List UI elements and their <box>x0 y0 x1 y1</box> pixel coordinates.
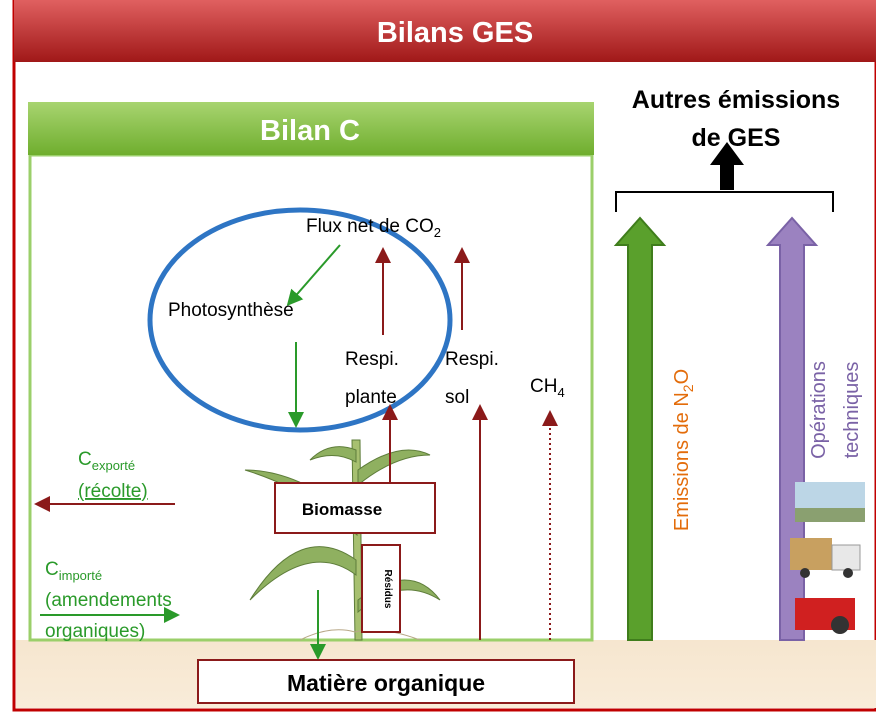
methane-sub: 4 <box>557 385 564 400</box>
n2o-text: Emissions de N <box>671 392 693 531</box>
methane-text: CH <box>530 376 557 397</box>
ellipse <box>147 207 453 433</box>
truck-cab <box>831 544 861 571</box>
truck-icon <box>790 538 832 570</box>
carbon-header <box>28 102 594 155</box>
header-title: Bilans GES <box>377 17 533 49</box>
residues-box <box>361 544 401 633</box>
operations-line2: techniques <box>841 362 863 459</box>
exported-line2: (récolte) <box>78 481 148 502</box>
exported-main: C <box>78 449 92 470</box>
truck-wheel <box>800 568 810 578</box>
imported-main: C <box>45 559 59 580</box>
carbon-title: Bilan C <box>260 115 360 147</box>
flux-label: Flux net de CO2 <box>306 216 441 240</box>
n2o-arrow <box>613 216 667 641</box>
organic-matter-label: Matière organique <box>287 670 485 696</box>
header-band <box>14 0 876 62</box>
truck-wheel <box>843 568 853 578</box>
imported-label: Cimporté <box>45 559 102 583</box>
n2o-sub: 2 <box>680 384 696 392</box>
irrigation-ground <box>795 508 865 522</box>
other-emissions-line2: de GES <box>692 124 781 152</box>
imported-line3: organiques) <box>45 621 145 642</box>
exported-label: Cexporté <box>78 449 135 473</box>
respi-plant-line1: Respi. <box>345 349 399 370</box>
respi-soil-line1: Respi. <box>445 349 499 370</box>
photosynthesis-arrow <box>286 244 341 307</box>
other-emissions-line1: Autres émissions <box>632 86 840 114</box>
imported-sub: importé <box>59 568 102 583</box>
exported-sub: exporté <box>92 458 135 473</box>
flux-text: Flux net de CO <box>306 216 434 237</box>
respi-plant-line2: plante <box>345 387 397 408</box>
respi-soil-line2: sol <box>445 387 469 408</box>
tractor-wheel <box>831 616 849 634</box>
operations-line1: Opérations <box>808 361 830 459</box>
up-arrow <box>710 142 744 190</box>
photosynthesis-label: Photosynthèse <box>168 300 294 321</box>
bracket <box>615 191 834 212</box>
n2o-tail: O <box>671 369 693 385</box>
biomass-box <box>274 482 436 534</box>
n2o-label: Emissions de N2O <box>671 369 696 531</box>
flux-sub: 2 <box>434 225 441 240</box>
biomass-label: Biomasse <box>302 500 382 519</box>
methane-label: CH4 <box>530 376 565 400</box>
residues-label: Résidus <box>382 570 393 609</box>
organic-matter-box <box>197 659 575 704</box>
imported-line2: (amendements <box>45 590 172 611</box>
